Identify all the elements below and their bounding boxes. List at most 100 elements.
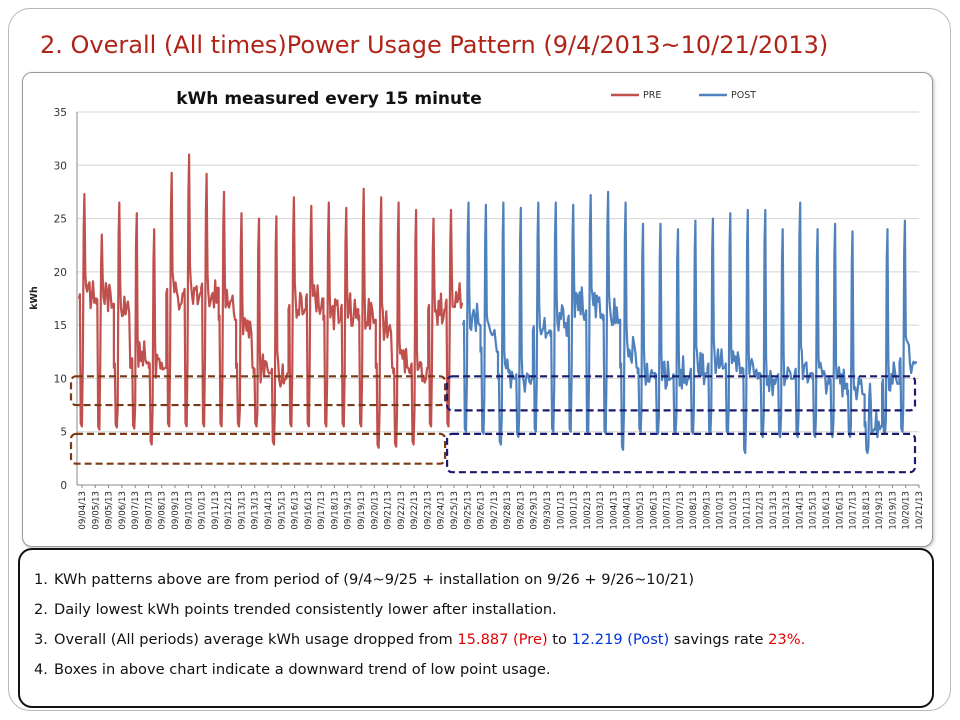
note-item-3: 3. Overall (All periods) average kWh usag…	[34, 625, 932, 655]
note-number: 2.	[34, 601, 48, 618]
x-tick-label: 10/15/13	[809, 491, 819, 530]
x-tick-label: 10/19/13	[875, 491, 885, 530]
legend-label-post: POST	[731, 90, 756, 101]
x-tick-label: 10/16/13	[822, 491, 832, 530]
chart-panel: 0 5 10 15 20 25 30 35 09/04/13 09/05/13 09/05/13 0…	[22, 72, 933, 547]
y-tick-label: 30	[54, 160, 67, 172]
y-axis-label: kWh	[29, 286, 40, 310]
x-tick-label: 09/05/13	[105, 491, 115, 530]
note-text: Boxes in above chart indicate a downward…	[54, 661, 551, 678]
x-tick-label: 09/26/13	[477, 491, 487, 530]
x-tick-label: 10/09/13	[702, 491, 712, 530]
x-tick-label: 10/12/13	[756, 491, 766, 530]
x-tick-label: 09/04/13	[78, 491, 88, 530]
x-tick-label: 09/19/13	[344, 491, 354, 530]
x-tick-label: 09/16/13	[304, 491, 314, 530]
savings-rate-value: 23%.	[768, 631, 806, 648]
x-tick-label: 09/07/13	[144, 491, 154, 530]
y-axis-ticks: 0 5 10 15 20 25 30 35	[54, 107, 67, 492]
x-tick-label: 10/06/13	[649, 491, 659, 530]
x-tick-label: 09/10/13	[184, 491, 194, 530]
note-item-2: 2. Daily lowest kWh points trended consis…	[34, 595, 932, 625]
x-tick-label: 09/11/13	[211, 491, 221, 530]
note-text: Daily lowest kWh points trended consiste…	[54, 601, 557, 618]
x-tick-label: 09/28/13	[503, 491, 513, 530]
chart-title: kWh measured every 15 minute	[176, 89, 482, 109]
x-tick-label: 09/13/13	[251, 491, 261, 530]
x-tick-label: 10/01/13	[556, 491, 566, 530]
y-tick-label: 5	[60, 427, 67, 439]
y-tick-label: 35	[54, 107, 67, 119]
note-number: 4.	[34, 661, 48, 678]
post-low-point-box	[445, 375, 917, 412]
x-tick-label: 09/10/13	[198, 491, 208, 530]
x-tick-label: 09/23/13	[423, 491, 433, 530]
x-tick-label: 09/28/13	[516, 491, 526, 530]
x-tick-label: 09/12/13	[224, 491, 234, 530]
note-text-suffix: savings rate	[669, 631, 769, 648]
note-text-prefix: Overall (All periods) average kWh usage …	[54, 631, 458, 648]
note-text-middle: to	[547, 631, 572, 648]
post-series-line	[462, 190, 917, 455]
note-item-4: 4. Boxes in above chart indicate a downwa…	[34, 655, 932, 685]
x-tick-label: 09/18/13	[330, 491, 340, 530]
x-axis-ticks: 09/04/13 09/05/13 09/05/13 09/06/13 09/07/13…	[78, 485, 925, 530]
x-tick-label: 10/20/13	[902, 491, 912, 530]
x-tick-label: 10/13/13	[769, 491, 779, 530]
y-tick-label: 15	[54, 320, 67, 332]
x-tick-label: 10/14/13	[795, 491, 805, 530]
pre-low-point-box	[69, 375, 447, 407]
x-tick-label: 09/16/13	[291, 491, 301, 530]
chart-legend: PRE POST	[611, 90, 756, 101]
x-tick-label: 09/22/13	[397, 491, 407, 530]
x-tick-label: 10/13/13	[782, 491, 792, 530]
x-tick-label: 10/17/13	[849, 491, 859, 530]
x-tick-label: 10/01/13	[570, 491, 580, 530]
y-tick-label: 25	[54, 214, 67, 226]
x-tick-label: 09/08/13	[158, 491, 168, 530]
x-tick-label: 10/19/13	[888, 491, 898, 530]
x-tick-label: 09/20/13	[370, 491, 380, 530]
x-tick-label: 10/16/13	[835, 491, 845, 530]
x-tick-label: 10/04/13	[609, 491, 619, 530]
chart-grid	[76, 111, 919, 486]
notes-box: 1. KWh patterns above are from period of …	[18, 548, 934, 708]
y-tick-label: 0	[60, 480, 67, 492]
x-tick-label: 09/30/13	[543, 491, 553, 530]
x-tick-label: 09/25/13	[450, 491, 460, 530]
x-tick-label: 09/27/13	[490, 491, 500, 530]
note-number: 3.	[34, 631, 48, 648]
x-tick-label: 09/22/13	[410, 491, 420, 530]
y-tick-label: 20	[54, 267, 67, 279]
x-tick-label: 10/10/13	[716, 491, 726, 530]
x-tick-label: 09/21/13	[384, 491, 394, 530]
x-tick-label: 09/19/13	[357, 491, 367, 530]
notes-list: 1. KWh patterns above are from period of …	[20, 550, 932, 685]
slide-title: 2. Overall (All times)Power Usage Patter…	[40, 31, 829, 59]
annotation-boxes	[69, 375, 917, 474]
x-tick-label: 10/05/13	[636, 491, 646, 530]
note-number: 1.	[34, 571, 48, 588]
x-tick-label: 09/15/13	[277, 491, 287, 530]
pre-average-value: 15.887 (Pre)	[457, 631, 548, 648]
post-average-value: 12.219 (Post)	[571, 631, 670, 648]
x-tick-label: 09/05/13	[91, 491, 101, 530]
y-tick-label: 10	[54, 373, 67, 385]
post-low-point-box	[445, 432, 917, 474]
x-tick-label: 10/11/13	[742, 491, 752, 530]
x-tick-label: 09/14/13	[264, 491, 274, 530]
note-item-1: 1. KWh patterns above are from period of …	[34, 565, 932, 595]
x-tick-label: 10/04/13	[623, 491, 633, 530]
x-tick-label: 10/03/13	[596, 491, 606, 530]
x-tick-label: 09/09/13	[171, 491, 181, 530]
x-tick-label: 10/08/13	[689, 491, 699, 530]
x-tick-label: 10/07/13	[663, 491, 673, 530]
pre-low-point-box	[69, 432, 447, 465]
x-tick-label: 10/10/13	[729, 491, 739, 530]
x-tick-label: 09/17/13	[317, 491, 327, 530]
x-tick-label: 09/06/13	[118, 491, 128, 530]
pre-series-line	[77, 153, 464, 449]
x-tick-label: 10/21/13	[915, 491, 925, 530]
x-tick-label: 09/29/13	[530, 491, 540, 530]
